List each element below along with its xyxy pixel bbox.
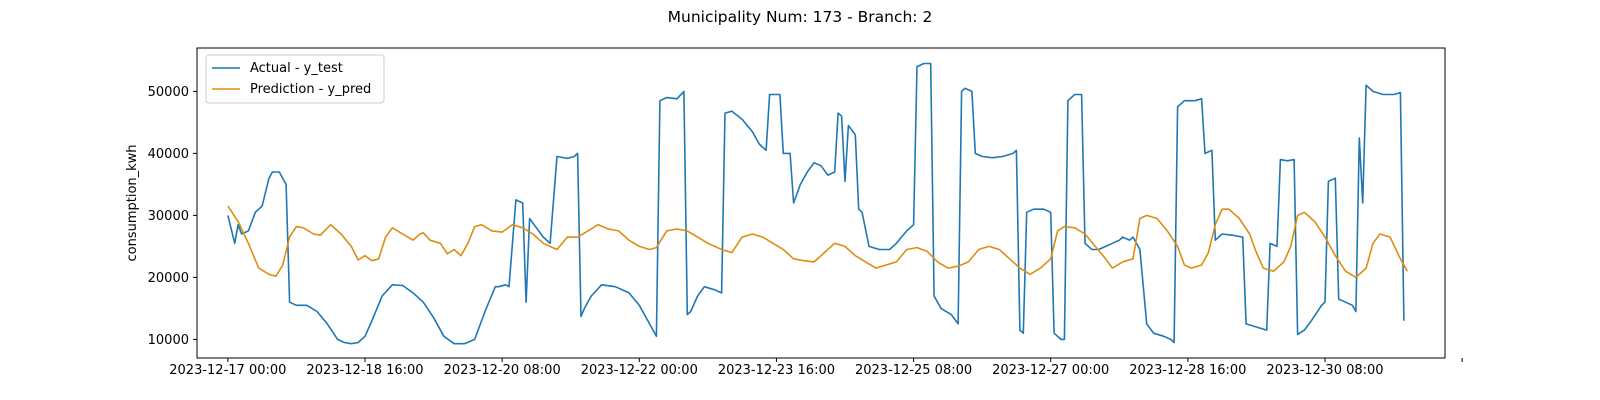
legend-label-prediction: Prediction - y_pred <box>250 82 371 97</box>
x-tick-label: 2023-12-25 08:00 <box>855 363 972 378</box>
x-tick-label: 2023-12-18 16:00 <box>306 363 423 378</box>
legend: Actual - y_test Prediction - y_pred <box>205 54 385 104</box>
y-tick-label: 10000 <box>148 333 189 348</box>
y-tick-label: 50000 <box>148 85 189 100</box>
y-axis-label: consumption_kwh <box>125 144 140 261</box>
plot-area-frame <box>196 47 1446 359</box>
series-line-actual <box>227 62 1405 345</box>
series-layer <box>227 62 1408 345</box>
y-axis: 10000 20000 30000 40000 50000 <box>148 85 197 348</box>
x-tick-label: 2023-12-23 16:00 <box>718 363 835 378</box>
x-tick-label: 2023-12-28 16:00 <box>1129 363 1246 378</box>
x-tick-label: 2023-12-22 00:00 <box>581 363 698 378</box>
x-tick-label: 2023-12-30 08:00 <box>1266 363 1383 378</box>
y-tick-label: 20000 <box>148 271 189 286</box>
x-axis: 2023-12-17 00:00 2023-12-18 16:00 2023-12-… <box>169 358 1463 378</box>
x-tick-label: 2023-12-20 08:00 <box>444 363 561 378</box>
y-tick-label: 40000 <box>148 147 189 162</box>
legend-label-actual: Actual - y_test <box>250 61 343 76</box>
x-tick-label: 2023-12-17 00:00 <box>169 363 286 378</box>
chart-title: Municipality Num: 173 - Branch: 2 <box>668 8 933 26</box>
y-tick-label: 30000 <box>148 209 189 224</box>
series-line-prediction <box>227 205 1408 279</box>
x-tick-label: 2023-12-27 00:00 <box>992 363 1109 378</box>
legend-box <box>205 54 385 104</box>
